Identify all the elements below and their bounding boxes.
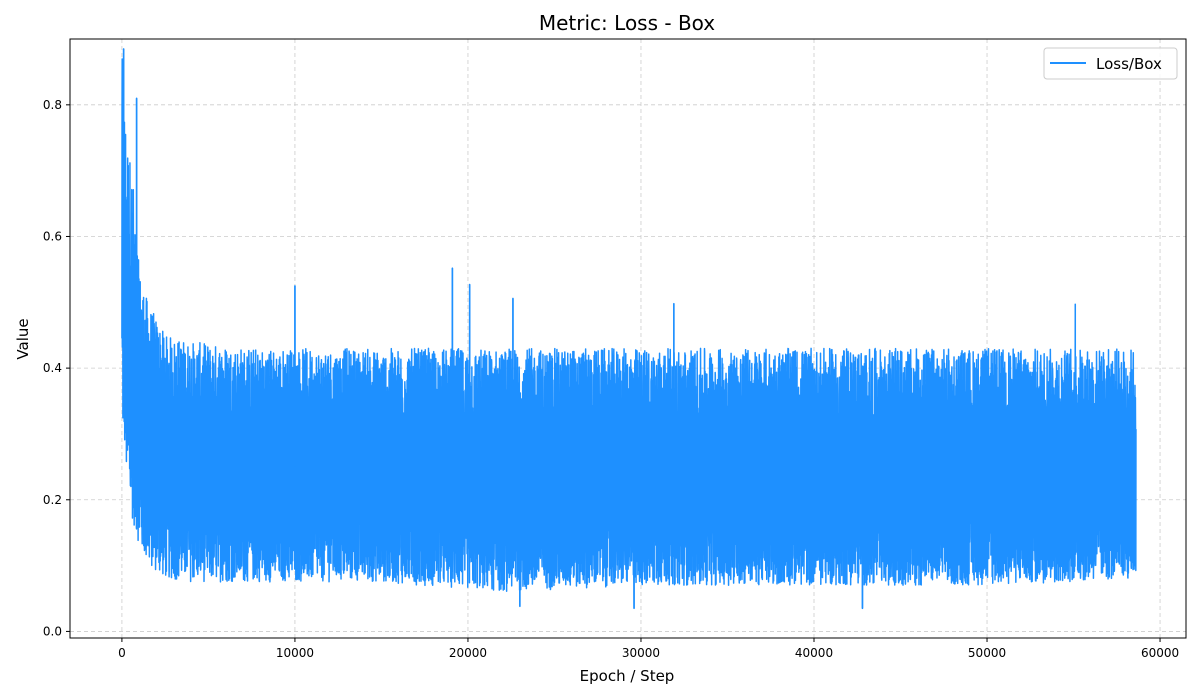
y-tick-label: 0.6 xyxy=(43,229,62,243)
y-tick-label: 0.2 xyxy=(43,493,62,507)
y-tick-label: 0.8 xyxy=(43,98,62,112)
x-tick-label: 50000 xyxy=(968,646,1006,660)
x-tick-label: 20000 xyxy=(449,646,487,660)
x-tick-label: 40000 xyxy=(795,646,833,660)
x-axis-label: Epoch / Step xyxy=(580,667,675,685)
x-tick-label: 0 xyxy=(118,646,126,660)
x-tick-label: 60000 xyxy=(1141,646,1179,660)
x-tick-label: 10000 xyxy=(276,646,314,660)
y-tick-label: 0.4 xyxy=(43,361,62,375)
legend: Loss/Box xyxy=(1043,47,1178,80)
axes: 0 10000 20000 30000 40000 50000 60000 0.0 0.2 0.4… xyxy=(43,38,1187,660)
legend-label-loss-box: Loss/Box xyxy=(1096,55,1162,73)
legend-box xyxy=(1043,47,1178,80)
series-line-loss-box xyxy=(121,48,1137,610)
x-tick-label: 30000 xyxy=(622,646,660,660)
chart-title: Metric: Loss - Box xyxy=(539,11,715,35)
plot-area xyxy=(121,48,1137,610)
y-tick-label: 0.0 xyxy=(43,624,62,638)
axes-frame xyxy=(69,38,1187,639)
y-axis-label: Value xyxy=(14,318,32,359)
